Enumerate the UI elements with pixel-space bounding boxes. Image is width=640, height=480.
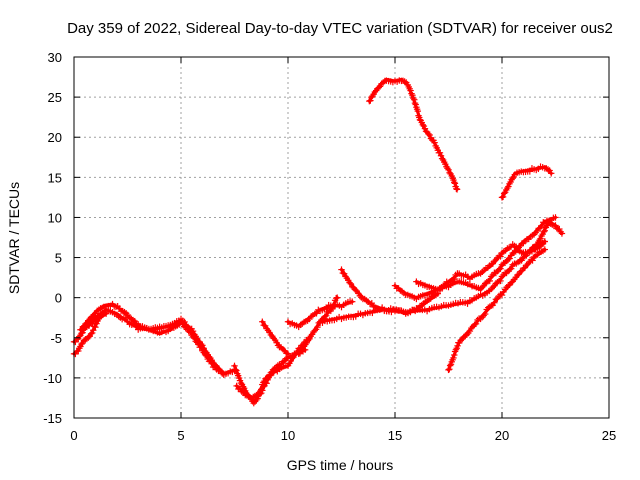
axis-ticks: 0 5 10 15 20 25 -15 -10 -5 0 5 10 15 20 25 30 <box>43 50 616 443</box>
y-tick-label: 25 <box>48 90 62 105</box>
series-track-7 <box>259 318 292 358</box>
y-axis-label: SDTVAR / TECUs <box>6 182 22 294</box>
data-marks <box>70 77 566 407</box>
x-tick-label: 15 <box>388 428 402 443</box>
grid <box>74 57 609 418</box>
y-tick-label: -10 <box>43 371 62 386</box>
chart-title: Day 359 of 2022, Sidereal Day-to-day VTE… <box>67 20 613 37</box>
y-tick-label: 30 <box>48 50 62 65</box>
y-tick-label: 10 <box>48 210 62 225</box>
x-tick-label: 10 <box>281 428 295 443</box>
y-tick-label: 20 <box>48 130 62 145</box>
x-tick-label: 25 <box>602 428 616 443</box>
series-track-15 <box>366 77 461 193</box>
series-track-17 <box>530 219 566 253</box>
y-tick-label: 5 <box>55 251 62 266</box>
y-tick-label: 15 <box>48 170 62 185</box>
y-tick-label: 0 <box>55 291 62 306</box>
series-track-13 <box>413 238 548 295</box>
y-tick-label: -15 <box>43 411 62 426</box>
x-tick-label: 5 <box>177 428 184 443</box>
series-track-14 <box>445 246 548 374</box>
y-tick-label: -5 <box>50 331 62 346</box>
series-track-8 <box>284 298 356 331</box>
plot-frame <box>73 56 610 419</box>
x-tick-label: 20 <box>495 428 509 443</box>
series-track-16 <box>498 163 555 201</box>
x-axis-label: GPS time / hours <box>287 457 394 473</box>
series-track-4 <box>81 307 238 379</box>
x-tick-label: 0 <box>70 428 77 443</box>
series-track-6 <box>233 334 313 403</box>
